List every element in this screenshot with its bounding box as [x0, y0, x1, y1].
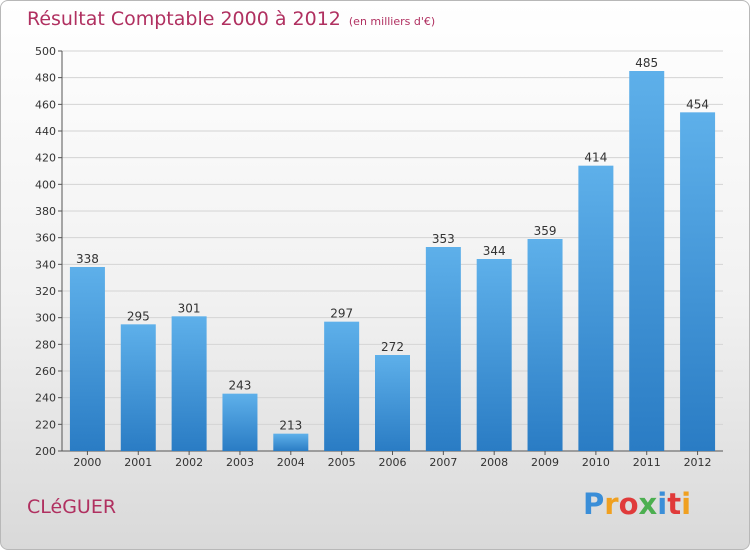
y-tick-label: 480: [35, 72, 56, 85]
chart-title-text: Résultat Comptable 2000 à 2012: [27, 8, 341, 30]
x-tick-label: 2000: [73, 456, 101, 469]
y-tick-label: 300: [35, 312, 56, 325]
x-tick-label: 2004: [277, 456, 305, 469]
x-tick-label: 2001: [124, 456, 152, 469]
bar: [578, 165, 614, 451]
bar: [120, 324, 156, 451]
proxiti-logo: Proxiti: [583, 487, 691, 521]
data-label: 338: [76, 252, 99, 266]
logo-letter: P: [583, 487, 605, 521]
data-label: 485: [635, 56, 658, 70]
y-tick-label: 200: [35, 445, 56, 458]
logo-letter: i: [681, 487, 692, 521]
x-tick-label: 2006: [379, 456, 407, 469]
bar: [476, 259, 512, 451]
y-tick-label: 380: [35, 205, 56, 218]
data-label: 243: [229, 379, 252, 393]
bar: [527, 239, 563, 451]
y-tick-label: 460: [35, 98, 56, 111]
data-label: 359: [534, 224, 557, 238]
x-tick-label: 2005: [328, 456, 356, 469]
commune-name: CLéGUER: [27, 496, 117, 518]
chart-title: Résultat Comptable 2000 à 2012 (en millie…: [27, 8, 435, 30]
logo-letter: t: [667, 487, 682, 521]
bar: [425, 247, 461, 451]
y-tick-label: 220: [35, 418, 56, 431]
y-tick-label: 440: [35, 125, 56, 138]
bar: [273, 433, 309, 451]
data-labels: 338 295 301 243 213 297 272 353 344 359 414 485 454: [76, 56, 709, 433]
data-label: 454: [686, 97, 709, 111]
data-label: 414: [584, 151, 607, 165]
x-tick-label: 2010: [582, 456, 610, 469]
logo-letter: x: [638, 487, 658, 521]
y-tick-label: 400: [35, 178, 56, 191]
data-label: 213: [279, 419, 302, 433]
x-tick-label: 2009: [531, 456, 559, 469]
x-axis: 2000 2001 2002 2003 2004 2005 2006 2007 2008 2009…: [62, 450, 723, 469]
y-axis: 200 220 240 260 280 300 320 340 360 380 400 420 440 4…: [35, 45, 63, 458]
logo-letter: o: [618, 487, 639, 521]
bar-series: [69, 71, 716, 451]
x-tick-label: 2003: [226, 456, 254, 469]
x-tick-label: 2007: [429, 456, 457, 469]
y-tick-label: 240: [35, 392, 56, 405]
x-tick-label: 2002: [175, 456, 203, 469]
x-tick-label: 2012: [684, 456, 712, 469]
bar: [375, 355, 410, 451]
y-tick-label: 260: [35, 365, 56, 378]
y-tick-label: 360: [35, 232, 56, 245]
data-label: 272: [381, 340, 404, 354]
bar: [629, 71, 665, 451]
data-label: 301: [178, 301, 201, 315]
y-tick-label: 340: [35, 258, 56, 271]
bar: [222, 393, 258, 451]
data-label: 295: [127, 309, 150, 323]
y-tick-label: 500: [35, 45, 56, 58]
y-tick-label: 320: [35, 285, 56, 298]
data-label: 353: [432, 232, 455, 246]
bar: [324, 321, 360, 451]
bar: [171, 316, 207, 451]
y-tick-label: 280: [35, 338, 56, 351]
data-label: 297: [330, 307, 353, 321]
x-tick-label: 2008: [480, 456, 508, 469]
logo-letter: r: [604, 487, 619, 521]
bar: [69, 267, 105, 451]
logo-letter: i: [657, 487, 668, 521]
x-tick-label: 2011: [633, 456, 661, 469]
data-label: 344: [483, 244, 506, 258]
chart-subtitle: (en milliers d'€): [348, 15, 436, 28]
y-tick-label: 420: [35, 152, 56, 165]
bar: [680, 112, 716, 451]
